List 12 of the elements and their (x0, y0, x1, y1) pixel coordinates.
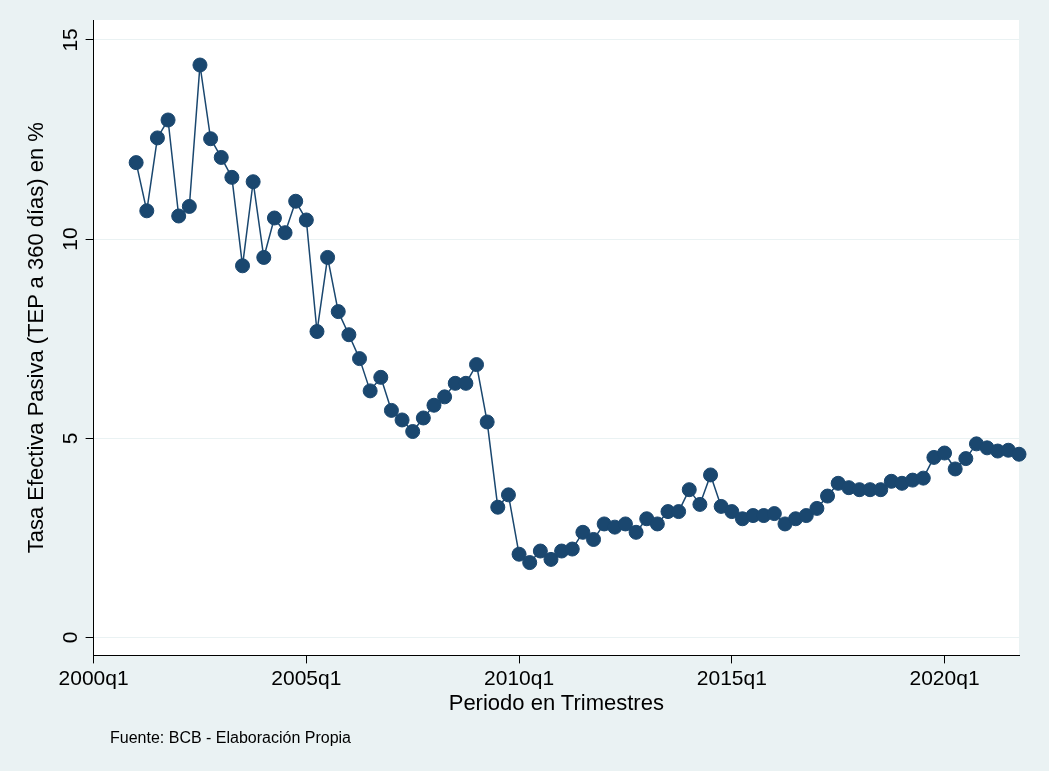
y-axis-title: Tasa Efectiva Pasiva (TEP a 360 días) en % (23, 122, 49, 554)
y-tick-label: 5 (57, 432, 81, 445)
x-tick-label: 2010q1 (484, 665, 555, 689)
y-tick-label: 15 (57, 28, 81, 52)
x-axis-title: Periodo en Trimestres (448, 689, 664, 715)
x-tick-label: 2020q1 (909, 665, 980, 689)
x-tick-label: 2005q1 (271, 665, 342, 689)
x-tick-label: 2000q1 (58, 665, 129, 689)
x-tick-label: 2015q1 (696, 665, 767, 689)
y-tick-label: 10 (57, 227, 81, 251)
source-note: Fuente: BCB - Elaboración Propia (110, 729, 352, 747)
y-tick-label: 0 (57, 631, 81, 644)
